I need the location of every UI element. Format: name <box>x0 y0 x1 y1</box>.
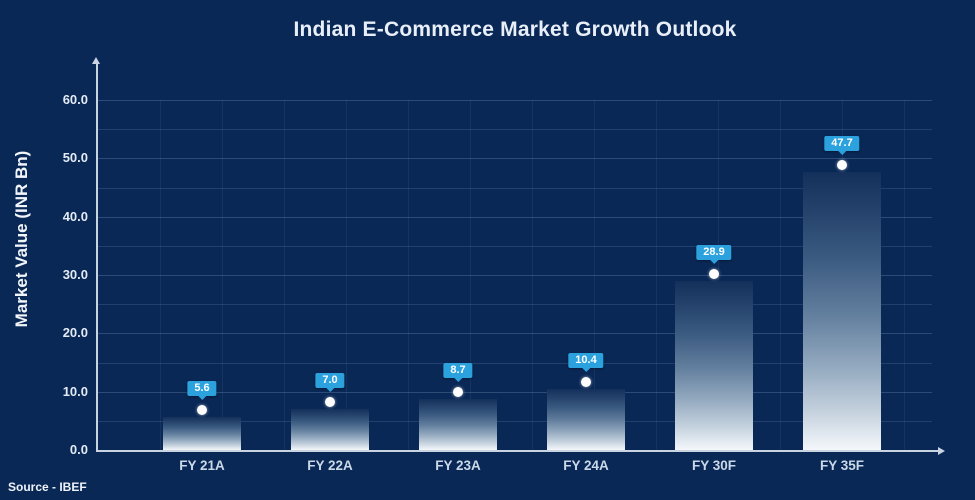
gridline-vertical <box>160 100 161 450</box>
marker-dot <box>581 377 591 388</box>
gridline-horizontal <box>97 245 932 247</box>
y-tick-label: 50.0 <box>62 150 88 166</box>
x-axis-line <box>97 450 940 452</box>
gridline-vertical <box>222 100 223 450</box>
gridline-horizontal <box>97 333 932 335</box>
chart-title: Indian E-Commerce Market Growth Outlook <box>293 18 737 41</box>
data-label-callout: 10.4 <box>568 353 604 373</box>
gridline-horizontal <box>97 275 932 276</box>
bar <box>291 409 369 450</box>
gridline-horizontal <box>97 391 932 393</box>
gridline-vertical <box>656 100 657 450</box>
gridline-horizontal <box>97 420 932 422</box>
gridline-horizontal <box>97 187 932 189</box>
marker-dot <box>197 405 207 416</box>
y-tick-label: 20.0 <box>62 325 88 341</box>
x-category-label: FY 21A <box>179 458 225 473</box>
bar <box>419 399 497 450</box>
gridline-horizontal <box>97 304 932 306</box>
gridline-horizontal <box>97 158 932 160</box>
y-tick-label: 40.0 <box>62 208 88 224</box>
gridline-vertical <box>470 100 471 450</box>
gridline-horizontal <box>97 129 932 131</box>
x-category-label: FY 24A <box>563 458 609 473</box>
y-tick-label: 60.0 <box>62 92 88 107</box>
marker-dot <box>837 159 847 170</box>
source-note: Source - IBEF <box>8 480 87 494</box>
gridline-horizontal <box>97 100 932 101</box>
marker-dot <box>325 397 335 408</box>
x-category-label: FY 23A <box>435 458 481 473</box>
gridline-vertical <box>408 100 409 450</box>
bar <box>163 417 241 450</box>
y-tick-label: 30.0 <box>62 267 88 282</box>
bar <box>675 281 753 450</box>
y-axis-line <box>96 64 98 452</box>
data-label-callout: 47.7 <box>824 135 860 155</box>
gridline-vertical <box>780 100 781 450</box>
marker-dot <box>709 269 719 280</box>
x-category-label: FY 30F <box>691 458 737 473</box>
gridline-vertical <box>594 100 595 450</box>
gridline-vertical <box>284 100 285 450</box>
data-label-callout: 5.6 <box>187 381 217 401</box>
data-label-callout: 7.0 <box>315 373 345 393</box>
y-tick-label: 0.0 <box>69 442 88 457</box>
gridline-vertical <box>346 100 347 450</box>
bar <box>803 171 881 450</box>
gridline-horizontal <box>97 216 932 218</box>
x-axis-arrow-icon <box>938 447 945 455</box>
x-category-label: FY 35F <box>819 458 865 473</box>
bar <box>547 389 625 450</box>
data-label-callout: 8.7 <box>443 363 473 383</box>
gridline-horizontal <box>97 362 932 364</box>
x-category-label: FY 22A <box>307 458 353 473</box>
gridline-vertical <box>532 100 533 450</box>
gridline-vertical <box>904 100 905 450</box>
y-tick-label: 10.0 <box>62 383 88 399</box>
data-label-callout: 28.9 <box>696 245 732 265</box>
y-axis-arrow-icon <box>92 57 100 64</box>
marker-dot <box>453 387 463 398</box>
